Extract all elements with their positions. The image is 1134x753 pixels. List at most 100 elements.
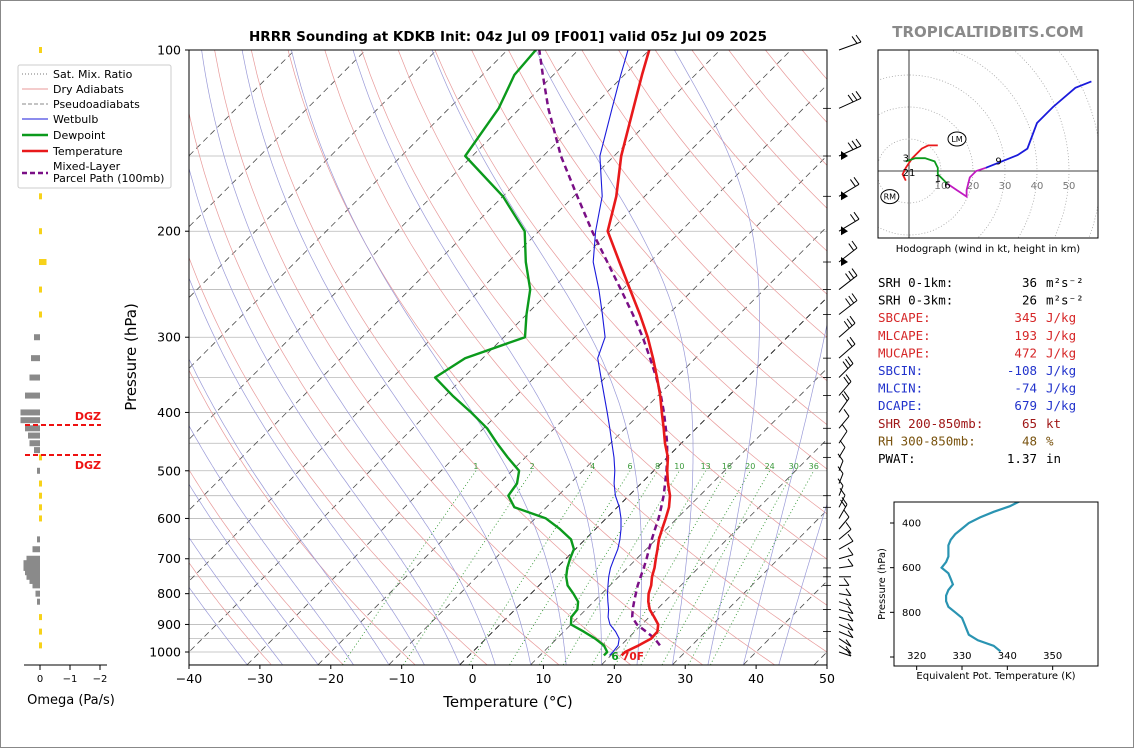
index-label: PWAT: bbox=[878, 451, 916, 466]
wind-barb bbox=[838, 479, 843, 496]
legend-label: Dewpoint bbox=[53, 129, 106, 142]
moist-adiabat bbox=[432, 50, 642, 665]
isotherm bbox=[105, 50, 720, 665]
hodograph-height-label: 9 bbox=[995, 157, 1001, 168]
index-unit: J/kg bbox=[1046, 398, 1076, 413]
wind-barb bbox=[839, 269, 857, 290]
index-label: SHR 200-850mb: bbox=[878, 416, 983, 431]
omega-bar bbox=[39, 614, 42, 620]
y-tick-label: 400 bbox=[157, 405, 181, 420]
index-unit: kt bbox=[1046, 416, 1061, 431]
hodograph-segment bbox=[986, 81, 1092, 167]
y-tick-label: 200 bbox=[157, 224, 181, 239]
hodograph-frame bbox=[878, 50, 1098, 238]
index-unit: J/kg bbox=[1046, 381, 1076, 396]
omega-bar bbox=[34, 334, 40, 340]
index-value: 26 bbox=[1022, 293, 1037, 308]
y-tick-label: 800 bbox=[157, 586, 181, 601]
isotherm bbox=[176, 50, 791, 665]
index-label: MUCAPE: bbox=[878, 345, 931, 360]
wind-barb bbox=[839, 497, 847, 518]
storm-motion-label: LM bbox=[951, 135, 962, 144]
wind-barb bbox=[839, 212, 859, 235]
moist-adiabat bbox=[536, 50, 693, 665]
index-label: DCAPE: bbox=[878, 398, 923, 413]
mixing-ratio-line bbox=[711, 471, 814, 665]
x-tick-label: 30 bbox=[677, 671, 693, 686]
wind-barb bbox=[839, 599, 851, 606]
wind-barb bbox=[839, 522, 851, 539]
skewt-frame bbox=[189, 50, 827, 665]
wind-barb bbox=[839, 623, 853, 630]
isotherm bbox=[247, 50, 862, 665]
omega-bar bbox=[39, 287, 42, 293]
x-tick-label: 10 bbox=[535, 671, 551, 686]
hodograph-ring-label: 30 bbox=[999, 181, 1012, 192]
mixing-ratio-label: 13 bbox=[701, 462, 711, 471]
x-tick-label: 0 bbox=[469, 671, 477, 686]
hodograph-ring-label: 50 bbox=[1063, 181, 1076, 192]
omega-bar bbox=[39, 642, 42, 648]
omega-bar bbox=[39, 193, 42, 199]
wind-barb bbox=[839, 241, 857, 266]
dry-adiabat bbox=[362, 50, 919, 665]
wind-barb bbox=[839, 614, 853, 621]
mixing-ratio-line bbox=[540, 471, 658, 665]
temperature-line bbox=[608, 50, 670, 655]
mixing-ratio-label: 16 bbox=[722, 462, 732, 471]
wind-barb bbox=[839, 409, 849, 428]
index-value: 193 bbox=[1014, 328, 1037, 343]
index-value: 48 bbox=[1022, 433, 1037, 448]
y-tick-label: 100 bbox=[157, 43, 181, 58]
dry-adiabat bbox=[288, 50, 775, 665]
x-tick-label: 50 bbox=[819, 671, 835, 686]
theta-x-tick-label: 340 bbox=[998, 651, 1017, 662]
omega-bar bbox=[33, 582, 41, 588]
index-value: 1.37 bbox=[1007, 451, 1037, 466]
omega-bar bbox=[39, 493, 42, 499]
dry-adiabat bbox=[949, 50, 1134, 665]
hodograph-height-label: 6 bbox=[944, 181, 950, 192]
isotherm bbox=[531, 50, 1134, 665]
index-unit: J/kg bbox=[1046, 345, 1076, 360]
omega-tick-label: 0 bbox=[37, 674, 43, 685]
dry-adiabat bbox=[251, 50, 702, 665]
index-unit: m²s⁻² bbox=[1046, 293, 1084, 308]
mixing-ratio-label: 10 bbox=[674, 462, 684, 471]
moist-adiabat bbox=[674, 50, 759, 665]
surface-dewpoint-label: 6 bbox=[611, 651, 618, 663]
hodograph-ring-label: 40 bbox=[1031, 181, 1044, 192]
index-value: -108 bbox=[1007, 363, 1037, 378]
skewt-y-label: Pressure (hPa) bbox=[122, 303, 140, 411]
index-label: MLCIN: bbox=[878, 381, 923, 396]
index-value: 679 bbox=[1014, 398, 1037, 413]
index-label: RH 300-850mb: bbox=[878, 433, 976, 448]
dgz-top-label: DGZ bbox=[75, 410, 101, 423]
index-label: SRH 0-1km: bbox=[878, 275, 953, 290]
wind-barbs bbox=[838, 35, 861, 656]
skewt-traces bbox=[435, 50, 670, 655]
wind-barb bbox=[839, 510, 849, 529]
moist-adiabat bbox=[138, 50, 424, 665]
dgz-bottom-label: DGZ bbox=[75, 459, 101, 472]
y-tick-label: 900 bbox=[157, 617, 181, 632]
wind-barb bbox=[839, 91, 861, 108]
omega-bar bbox=[25, 393, 40, 399]
mixing-ratio-line bbox=[689, 471, 794, 665]
index-row: DCAPE: 679 J/kg bbox=[878, 398, 1076, 413]
index-unit: in bbox=[1046, 451, 1061, 466]
omega-bar bbox=[33, 546, 41, 552]
legend-label: Dry Adiabats bbox=[53, 83, 124, 96]
index-label: SBCIN: bbox=[878, 363, 923, 378]
omega-bar bbox=[37, 599, 40, 605]
moist-adiabat bbox=[743, 50, 847, 665]
dewpoint-line bbox=[435, 50, 607, 655]
